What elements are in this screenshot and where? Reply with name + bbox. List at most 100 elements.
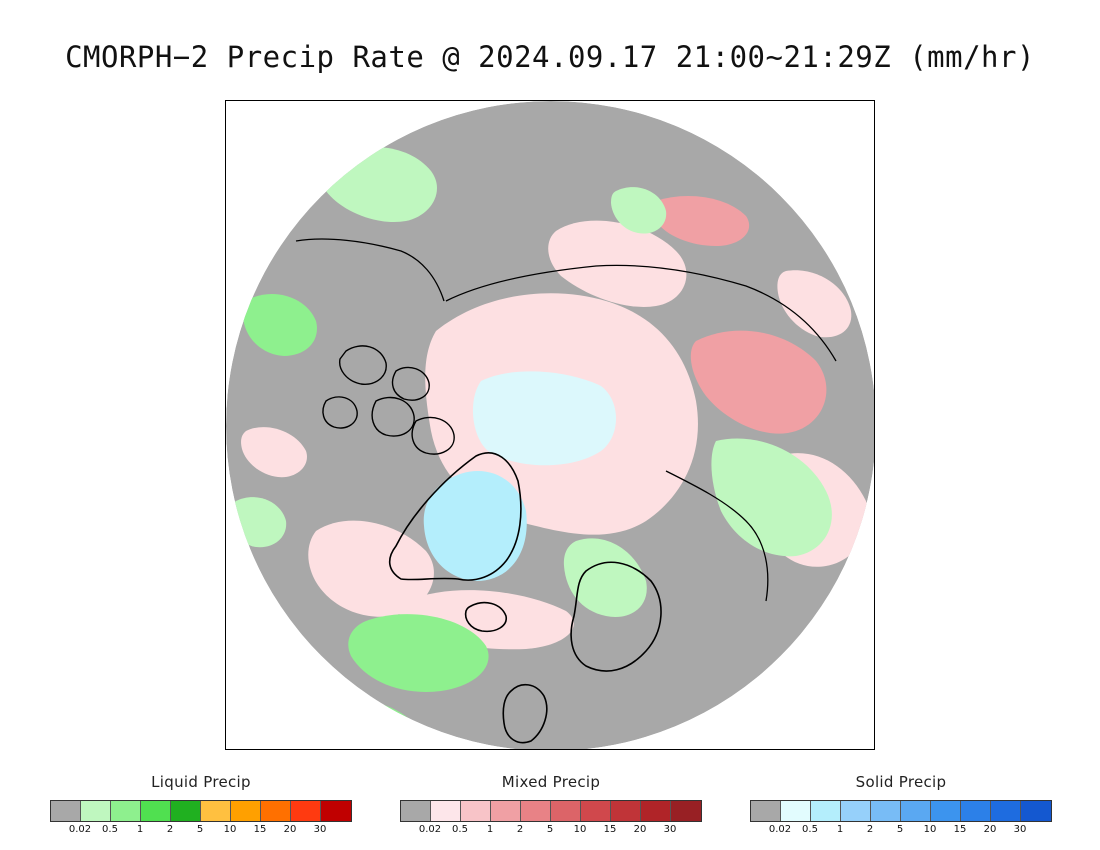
island-coastline bbox=[322, 396, 358, 429]
legend-swatch bbox=[671, 801, 701, 821]
legend-tick-label: 2 bbox=[516, 824, 524, 835]
legend-swatch bbox=[51, 801, 81, 821]
legend-tick-label: 15 bbox=[253, 824, 267, 835]
legend-tick-label: 0.5 bbox=[102, 824, 118, 835]
legend-tick-label: 0.02 bbox=[768, 824, 792, 835]
mixed-precip-area bbox=[652, 196, 750, 246]
legend-swatch bbox=[521, 801, 551, 821]
legend-liquid-ticks: 0.02 0.5 1 2 5 10 15 20 30 bbox=[50, 824, 352, 838]
legend-swatch bbox=[551, 801, 581, 821]
legend-swatch bbox=[1021, 801, 1051, 821]
legend-tick-label: 0.02 bbox=[418, 824, 442, 835]
legend-tick-label: 0.5 bbox=[452, 824, 468, 835]
legend-swatch bbox=[321, 801, 351, 821]
liquid-precip-area bbox=[242, 293, 317, 356]
legend-swatch bbox=[641, 801, 671, 821]
liquid-precip-area bbox=[711, 438, 832, 557]
legend-tick-label: 30 bbox=[1013, 824, 1027, 835]
legend-swatch bbox=[581, 801, 611, 821]
island-coastline bbox=[339, 345, 387, 385]
legend-swatch bbox=[291, 801, 321, 821]
legend-tick-label: 2 bbox=[866, 824, 874, 835]
legend-swatch bbox=[611, 801, 641, 821]
canadian-archipelago-coastline bbox=[322, 345, 455, 455]
legend-swatch bbox=[871, 801, 901, 821]
legend-liquid: Liquid Precip 0.02 0.5 1 2 5 10 15 20 30 bbox=[50, 772, 352, 838]
mixed-precip-area bbox=[777, 270, 852, 338]
legend-swatch bbox=[931, 801, 961, 821]
legend-tick-label: 15 bbox=[603, 824, 617, 835]
legend-swatch bbox=[401, 801, 431, 821]
legend-tick-label: 5 bbox=[896, 824, 904, 835]
legend-swatch bbox=[431, 801, 461, 821]
legend-tick-label: 30 bbox=[663, 824, 677, 835]
alaska-coastline bbox=[295, 238, 445, 302]
legend-tick-label: 10 bbox=[223, 824, 237, 835]
legend-solid-ticks: 0.02 0.5 1 2 5 10 15 20 30 bbox=[750, 824, 1052, 838]
legend-tick-label: 20 bbox=[633, 824, 647, 835]
russia-north-coastline bbox=[665, 470, 769, 602]
legend-tick-label: 0.02 bbox=[68, 824, 92, 835]
legend-swatch bbox=[901, 801, 931, 821]
legend-tick-label: 10 bbox=[923, 824, 937, 835]
legend-swatch bbox=[461, 801, 491, 821]
island-coastline bbox=[391, 366, 430, 401]
british-isles-coastline bbox=[502, 683, 548, 744]
iceland-coastline bbox=[464, 601, 507, 633]
legend-tick-label: 20 bbox=[983, 824, 997, 835]
legend-swatch bbox=[81, 801, 111, 821]
legend-swatch bbox=[781, 801, 811, 821]
legend-tick-label: 1 bbox=[136, 824, 144, 835]
legend-swatch bbox=[201, 801, 231, 821]
legend-swatch bbox=[261, 801, 291, 821]
legend-tick-label: 5 bbox=[196, 824, 204, 835]
legend-tick-label: 5 bbox=[546, 824, 554, 835]
legend-swatch bbox=[961, 801, 991, 821]
legend-tick-label: 1 bbox=[836, 824, 844, 835]
solid-precip-area bbox=[423, 471, 527, 581]
island-coastline bbox=[411, 416, 455, 455]
legend-swatch bbox=[111, 801, 141, 821]
legend-tick-label: 0.5 bbox=[802, 824, 818, 835]
legend-swatch bbox=[491, 801, 521, 821]
island-coastline bbox=[371, 396, 415, 437]
legend-swatch bbox=[991, 801, 1021, 821]
mixed-precip-area bbox=[690, 330, 827, 434]
legend-liquid-colorbar bbox=[50, 800, 352, 822]
legend-solid-colorbar bbox=[750, 800, 1052, 822]
mixed-precip-area bbox=[241, 427, 307, 478]
legend-tick-label: 30 bbox=[313, 824, 327, 835]
legend-tick-label: 20 bbox=[283, 824, 297, 835]
legend-tick-label: 2 bbox=[166, 824, 174, 835]
liquid-precip-area bbox=[348, 614, 489, 692]
liquid-precip-area bbox=[611, 187, 667, 234]
legend-swatch bbox=[811, 801, 841, 821]
legend-swatch bbox=[171, 801, 201, 821]
legend-swatch bbox=[841, 801, 871, 821]
mixed-precip-area bbox=[548, 220, 687, 307]
polar-map-canvas bbox=[226, 101, 874, 749]
scandinavia-coastline bbox=[570, 561, 662, 672]
greenland-coastline bbox=[388, 452, 522, 581]
legend-mixed: Mixed Precip 0.02 0.5 1 2 5 10 15 20 30 bbox=[400, 772, 702, 838]
legend-tick-label: 10 bbox=[573, 824, 587, 835]
legend-mixed-title: Mixed Precip bbox=[501, 773, 601, 791]
liquid-precip-area bbox=[563, 538, 647, 617]
legend-tick-label: 15 bbox=[953, 824, 967, 835]
legend-mixed-colorbar bbox=[400, 800, 702, 822]
polar-map bbox=[225, 100, 875, 750]
legend-swatch bbox=[751, 801, 781, 821]
legend-mixed-ticks: 0.02 0.5 1 2 5 10 15 20 30 bbox=[400, 824, 702, 838]
map-disk bbox=[226, 101, 874, 749]
siberian-coastline bbox=[445, 264, 837, 362]
legend-swatch bbox=[141, 801, 171, 821]
legend-solid: Solid Precip 0.02 0.5 1 2 5 10 15 20 30 bbox=[750, 772, 1052, 838]
solid-precip-area bbox=[472, 371, 616, 466]
map-title: CMORPH−2 Precip Rate @ 2024.09.17 21:00~… bbox=[65, 40, 1035, 74]
legend-swatch bbox=[231, 801, 261, 821]
legend-solid-title: Solid Precip bbox=[855, 773, 947, 791]
legend-tick-label: 1 bbox=[486, 824, 494, 835]
legend-liquid-title: Liquid Precip bbox=[151, 773, 251, 791]
mixed-precip-area bbox=[308, 520, 434, 617]
solid-precip-regions bbox=[423, 371, 616, 581]
